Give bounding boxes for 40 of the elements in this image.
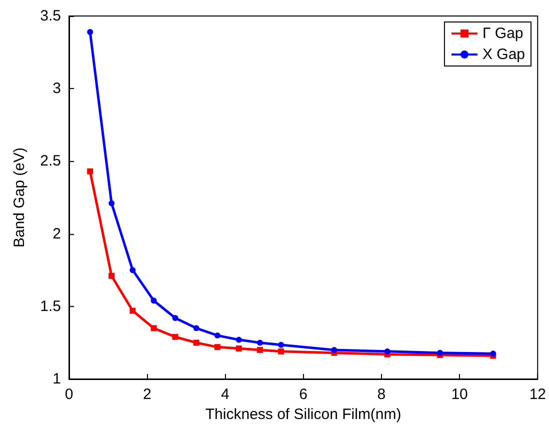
point: [278, 342, 284, 348]
x-tick-label: 2: [142, 386, 152, 403]
y-tick-label: 2.5: [40, 152, 61, 170]
point: [150, 298, 157, 304]
point: [87, 168, 94, 174]
x-tick-label: 6: [299, 386, 308, 403]
point: [256, 340, 263, 346]
y-tick-label: 2: [52, 225, 61, 242]
x-axis-title: Thickness of Silicon Film(nm): [205, 406, 402, 423]
point: [331, 346, 338, 353]
point: [384, 348, 390, 354]
y-axis-title: Band Gap (eV): [11, 147, 28, 248]
x-tick-label: 4: [221, 386, 230, 403]
legend-label: X Gap: [482, 46, 526, 63]
point: [150, 325, 157, 332]
x-tick-label: 12: [529, 386, 546, 403]
y-tick-label: 1.5: [40, 298, 61, 315]
point: [172, 334, 178, 340]
y-tick-label: 1: [52, 370, 61, 388]
point: [172, 315, 178, 322]
legend-label: Γ Gap: [482, 25, 524, 42]
x-tick-label: 8: [377, 386, 386, 403]
y-tick-label: 3: [52, 80, 61, 98]
point: [437, 350, 444, 356]
point: [193, 325, 200, 332]
point: [108, 200, 115, 206]
point: [130, 267, 136, 274]
point: [214, 332, 220, 338]
x-tick-label: 10: [451, 386, 468, 403]
point: [278, 348, 284, 354]
point: [130, 308, 136, 314]
point: [108, 272, 115, 279]
point: [236, 346, 242, 352]
point: [236, 336, 242, 343]
x-tick-label: 0: [64, 386, 74, 403]
point: [256, 346, 263, 353]
point: [87, 28, 94, 35]
point: [214, 344, 220, 350]
y-tick-label: 3.5: [40, 8, 61, 24]
point: [193, 340, 200, 346]
